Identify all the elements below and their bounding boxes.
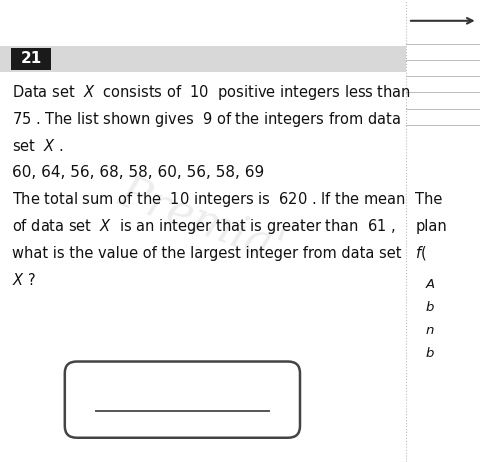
Text: 60, 64, 56, 68, 58, 60, 56, 58, 69: 60, 64, 56, 68, 58, 60, 56, 58, 69 xyxy=(12,165,264,180)
Text: $b$: $b$ xyxy=(425,346,434,360)
Text: Premia': Premia' xyxy=(113,172,290,272)
Text: $75$ . The list shown gives  $9$ of the integers from data: $75$ . The list shown gives $9$ of the i… xyxy=(12,109,401,129)
Text: The total sum of the  $10$ integers is  $620$ . If the mean: The total sum of the $10$ integers is $6… xyxy=(12,190,406,209)
Text: $X$ ?: $X$ ? xyxy=(12,272,36,288)
Text: $f($: $f($ xyxy=(415,244,427,262)
Text: what is the value of the largest integer from data set: what is the value of the largest integer… xyxy=(12,246,401,261)
FancyBboxPatch shape xyxy=(65,361,300,438)
Text: $b$: $b$ xyxy=(425,300,434,314)
Text: 21: 21 xyxy=(20,51,42,67)
FancyBboxPatch shape xyxy=(0,46,406,72)
Text: $A$: $A$ xyxy=(425,278,436,291)
Text: Data set  $X$  consists of  $10$  positive integers less than: Data set $X$ consists of $10$ positive i… xyxy=(12,83,411,102)
Text: set  $X$ .: set $X$ . xyxy=(12,138,63,154)
Text: The: The xyxy=(415,192,443,207)
Text: of data set  $X$  is an integer that is greater than  $61$ ,: of data set $X$ is an integer that is gr… xyxy=(12,217,396,236)
Text: $n$: $n$ xyxy=(425,324,434,337)
FancyBboxPatch shape xyxy=(11,48,51,70)
Text: plan: plan xyxy=(415,219,447,234)
